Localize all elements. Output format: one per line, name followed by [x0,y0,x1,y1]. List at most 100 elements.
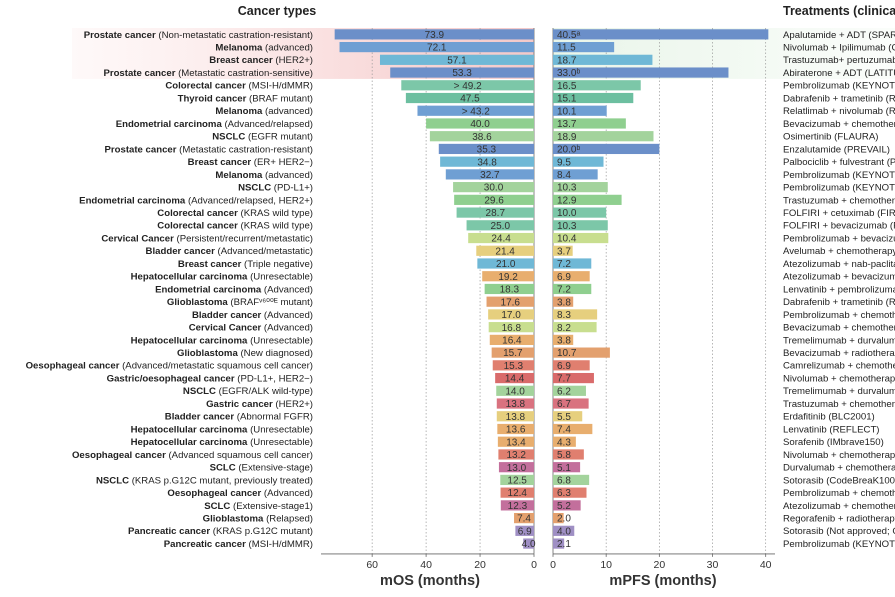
mpfs-value-label: 18.7 [557,55,577,66]
mpfs-value-label: 20.0ᵇ [557,145,580,156]
mos-value-label: 18.3 [500,285,520,296]
mpfs-bar [553,398,589,409]
mos-bar [454,194,534,205]
mpfs-bar [553,283,592,295]
mos-bar [456,207,534,218]
mos-tick-label: 60 [366,559,378,571]
cancer-type-label: Colorectal cancer (KRAS wild type) [157,221,313,232]
cancer-type-label: Gastric cancer (HER2+) [206,399,313,410]
mpfs-bar [553,118,626,129]
mos-value-label: 14.0 [505,386,525,397]
mpfs-bar [553,334,574,345]
mpfs-bar [553,156,604,167]
mos-value-label: 32.7 [480,170,500,181]
mos-bar [453,182,534,193]
mpfs-bar [553,80,641,91]
mos-bar [515,525,534,536]
mpfs-bar [553,29,769,40]
mos-bar [488,322,534,333]
mos-value-label: 12.4 [508,488,528,499]
mos-value-label: 29.6 [484,195,504,206]
treatment-label: Trastuzumab + chemotherapy [783,195,895,206]
cancer-type-label: Endometrial carcinoma (Advanced/relapsed… [79,195,313,206]
mpfs-value-label: 12.9 [557,195,577,206]
treatment-label: Regorafenib + radiotherapy (REGOMA) [783,514,895,525]
treatment-label: Avelumab + chemotherapy (JAVELIN Bladder… [783,246,895,257]
cancer-type-label: Gastric/oesophageal cancer (PD-L1+, HER2… [107,373,313,384]
mos-bar [429,131,534,142]
mos-value-label: 15.3 [504,361,524,372]
mpfs-bar [553,322,597,333]
mos-value-label: 17.6 [501,297,521,308]
cancer-type-label: Hepatocellular carcinoma (Unresectable) [131,424,313,435]
mpfs-bar [553,258,592,269]
mpfs-bar [553,169,598,180]
mos-tick-label: 20 [474,559,486,571]
treatment-label: Pembrolizumab (KEYNOTE-177) [783,81,895,92]
cancer-type-label: Hepatocellular carcinoma (Unresectable) [131,272,313,283]
cancer-type-label: Pancreatic cancer (KRAS p.G12C mutant) [128,526,313,537]
mpfs-bar [553,449,584,460]
cancer-type-label: SCLC (Extensive-stage1) [204,501,313,512]
treatment-label: Tremelimumab + durvalumab + chemotherapy… [783,386,895,397]
treatment-label: Tremelimumab + durvalumab (HIMALAYA) [783,335,895,346]
treatment-label: Pembrolizumab (KEYNOTE-006) [783,170,895,181]
mos-value-label: 4.0 [522,539,536,550]
mpfs-value-label: 5.2 [557,501,571,512]
mos-value-label: 16.4 [502,335,522,346]
mos-value-label: 19.2 [498,272,518,283]
cancer-type-label: Endometrial carcinoma (Advanced) [155,284,313,295]
treatment-label: Pembrolizumab + chemotherapy (KEYNOTE-59… [783,488,895,499]
treatment-label: Sotorasib (CodeBreaK100) [783,475,895,486]
mpfs-value-label: 6.7 [557,399,571,410]
cancer-type-label: SCLC (Extensive-stage) [210,463,313,474]
mos-bar [390,67,534,78]
cancer-types-title: Cancer types [238,4,317,18]
mos-bar [426,118,534,129]
mos-value-label: 34.8 [477,157,497,168]
mos-bar [379,54,534,65]
cancer-type-label: Colorectal cancer (MSI-H/dMMR) [165,81,313,92]
mos-axis-label: mOS (months) [380,573,480,589]
cancer-type-label: Oesophageal cancer (Advanced/metastatic … [26,361,313,372]
mpfs-value-label: 10.4 [557,234,577,245]
treatment-label: Trastuzumab + chemotherapy (ToGA) [783,399,895,410]
mos-bar [500,500,534,511]
mos-bar [440,156,534,167]
cancer-type-label: Bladder cancer (Advanced/metastatic) [146,246,313,257]
treatment-label: Enzalutamide (PREVAIL) [783,144,890,155]
cancer-type-label: Endometrial carcinoma (Advanced/relapsed… [116,119,313,130]
mpfs-bar [553,372,594,384]
mpfs-bar [553,67,729,78]
mos-bar [496,398,534,409]
mpfs-bar [553,538,565,549]
mos-bar [482,271,534,282]
treatment-label: Abiraterone + ADT (LATITUDE) [783,68,895,79]
mos-value-label: 13.8 [506,412,526,423]
mpfs-value-label: 2.1 [557,539,571,550]
treatment-label: Pembrolizumab (KEYNOTE-024) [783,183,895,194]
mpfs-value-label: 6.3 [557,488,571,499]
cancer-type-label: Glioblastoma (New diagnosed) [177,348,313,359]
mos-bar [401,80,534,91]
mpfs-bar [553,347,610,358]
mos-value-label: 24.4 [491,234,511,245]
mpfs-bar [553,423,593,435]
mos-value-label: 13.0 [507,463,527,474]
mpfs-value-label: 3.8 [557,297,571,308]
mpfs-value-label: 5.5 [557,412,571,423]
treatment-label: Atezolizumab + bevacizumab (IMbrave150) [783,272,895,283]
mpfs-axis-label: mPFS (months) [609,573,716,589]
mpfs-value-label: 8.3 [557,310,571,321]
cancer-type-label: Hepatocellular carcinoma (Unresectable) [131,335,313,346]
mos-bar [486,296,534,307]
mpfs-tick-label: 20 [653,559,665,571]
mpfs-value-label: 6.9 [557,272,571,283]
mos-bar [334,29,534,40]
mos-value-label: 30.0 [484,183,504,194]
treatment-label: Pembrolizumab + bevacizumab + chemothera… [783,233,895,244]
mos-value-label: 25.0 [491,221,511,232]
treatment-label: Erdafitinib (BLC2001) [783,412,875,423]
mos-bar [489,334,534,345]
mos-value-label: 12.5 [507,476,527,487]
